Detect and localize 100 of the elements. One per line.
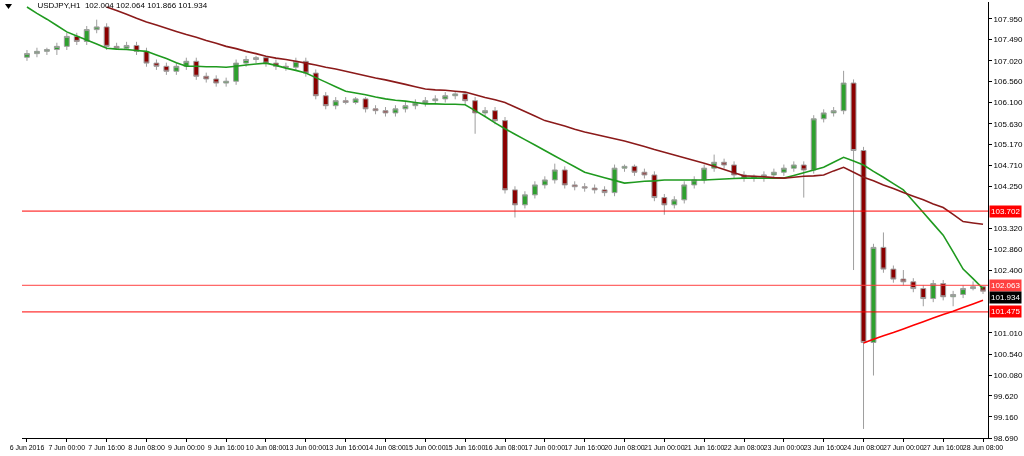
candlestick <box>392 104 399 118</box>
candlestick <box>34 47 40 58</box>
candlestick <box>123 41 130 51</box>
y-tick-label: 104.250 <box>993 182 1024 192</box>
candlestick <box>53 42 60 56</box>
candlestick <box>143 47 150 68</box>
candlestick <box>810 114 817 175</box>
candlestick <box>591 183 598 195</box>
candlestick <box>472 96 479 135</box>
candlestick <box>521 190 528 209</box>
candlestick <box>512 185 518 219</box>
candlestick <box>203 72 210 84</box>
candlestick <box>830 106 837 118</box>
candlestick <box>442 91 449 104</box>
candlestick <box>163 62 170 76</box>
line-series <box>105 6 984 226</box>
candlestick <box>153 59 160 71</box>
candlestick <box>900 269 907 286</box>
candlestick <box>223 77 230 88</box>
candlestick <box>551 163 558 185</box>
chart-title: USDJPY,H1 102.004 102.064 101.866 101.934 <box>37 0 208 10</box>
y-tick-label: 107.950 <box>993 14 1024 24</box>
candlestick <box>352 96 359 105</box>
candlestick <box>63 32 70 51</box>
candlestick <box>950 290 957 307</box>
candlestick <box>432 94 439 105</box>
candlestick <box>422 96 429 108</box>
candlestick <box>233 59 240 86</box>
candlestick <box>372 104 379 115</box>
candlestick <box>342 96 349 105</box>
y-tick-label: 102.860 <box>993 245 1024 254</box>
ref-line-label: 102.063 <box>991 281 1021 290</box>
candlestick <box>462 91 469 105</box>
candlestick <box>382 106 389 118</box>
candlestick <box>780 164 787 177</box>
y-tick-label: 102.400 <box>993 265 1024 275</box>
candlestick <box>890 265 897 284</box>
y-tick-label: 100.080 <box>993 370 1024 380</box>
candlestick <box>402 101 409 113</box>
candlestick <box>581 182 588 193</box>
candlestick <box>263 55 269 68</box>
candlestick <box>621 164 628 173</box>
candlestick <box>243 55 250 68</box>
y-tick-label: 103.320 <box>993 224 1024 234</box>
candlestick <box>253 55 259 64</box>
candlestick <box>860 146 867 430</box>
candlestick <box>43 47 50 56</box>
candlestick <box>332 96 339 110</box>
candlestick <box>561 165 568 190</box>
candlestick <box>322 91 329 110</box>
candlestick <box>760 170 767 183</box>
candlestick <box>960 284 967 299</box>
candlestick <box>611 164 618 197</box>
candlestick <box>970 280 976 291</box>
ref-line-label: 103.702 <box>991 207 1021 216</box>
y-tick-label: 100.540 <box>993 350 1024 360</box>
candlestick <box>721 158 728 170</box>
candlestick <box>880 231 887 274</box>
candlestick <box>502 116 508 195</box>
candlestick <box>820 108 827 123</box>
candlestick <box>671 195 678 209</box>
candlestick <box>651 170 658 202</box>
candlestick <box>173 62 180 76</box>
candlestick <box>930 279 937 303</box>
candlestick <box>770 168 777 180</box>
text: 101.934 <box>991 293 1021 302</box>
candlestick <box>312 68 319 100</box>
candlestick <box>541 175 548 190</box>
y-tick-label: 105.630 <box>993 119 1024 129</box>
y-tick-label: 104.710 <box>993 161 1024 171</box>
candlestick <box>840 70 847 115</box>
y-tick-label: 107.020 <box>993 56 1024 66</box>
candlestick <box>482 106 489 118</box>
candlestick <box>850 78 857 271</box>
candlestick <box>631 164 638 177</box>
candlestick <box>681 180 688 204</box>
candlestick <box>531 180 538 199</box>
candlestick <box>282 62 289 72</box>
y-tick-label: 98.690 <box>993 433 1019 443</box>
candlestick <box>601 185 608 197</box>
y-tick-label: 106.560 <box>993 77 1024 87</box>
candlestick <box>103 22 110 51</box>
candlestick <box>701 164 708 185</box>
y-tick-label: 101.010 <box>993 328 1024 338</box>
y-tick-label: 107.490 <box>993 35 1024 45</box>
y-tick-label: 106.100 <box>993 98 1024 108</box>
candlestick <box>193 57 200 81</box>
y-tick-label: 99.620 <box>993 391 1019 401</box>
y-tick-label: 99.160 <box>993 412 1019 422</box>
ref-line-label: 101.475 <box>991 307 1021 316</box>
candlestick <box>93 19 100 34</box>
y-tick-label: 105.170 <box>993 140 1024 150</box>
candlestick <box>641 168 648 180</box>
candlestick <box>661 193 668 216</box>
candlestick <box>870 243 877 377</box>
candlestick <box>492 106 498 125</box>
candlestick <box>362 96 369 113</box>
candlestick <box>213 74 220 88</box>
candlestick <box>452 91 459 100</box>
candlestick <box>920 284 927 307</box>
